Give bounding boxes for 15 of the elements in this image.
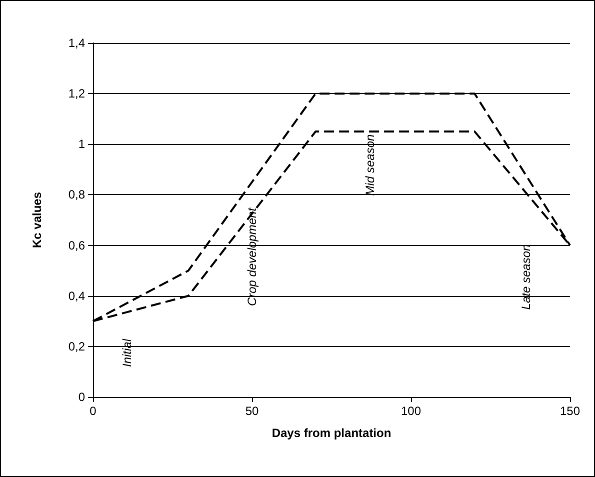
- x-axis-title: Days from plantation: [272, 426, 392, 440]
- y-tick-label: 0,2: [68, 339, 86, 354]
- y-tick-label: 0,4: [68, 288, 86, 303]
- y-tick-label: 0,6: [68, 238, 86, 252]
- y-axis-title: Kc values: [30, 192, 44, 248]
- x-tick-label: 50: [245, 404, 259, 418]
- y-tick-label: 1: [78, 137, 86, 152]
- y-tick-label: 1,2: [68, 86, 86, 101]
- x-tick-label: 100: [400, 404, 422, 418]
- x-tick-label: 150: [560, 404, 580, 418]
- y-tick-label: 1,4: [68, 36, 86, 50]
- x-tick-label: 0: [90, 404, 97, 418]
- y-tick-label: 0: [78, 390, 86, 404]
- annotation: Initial: [120, 338, 134, 368]
- y-tick-label: 0,8: [68, 188, 86, 202]
